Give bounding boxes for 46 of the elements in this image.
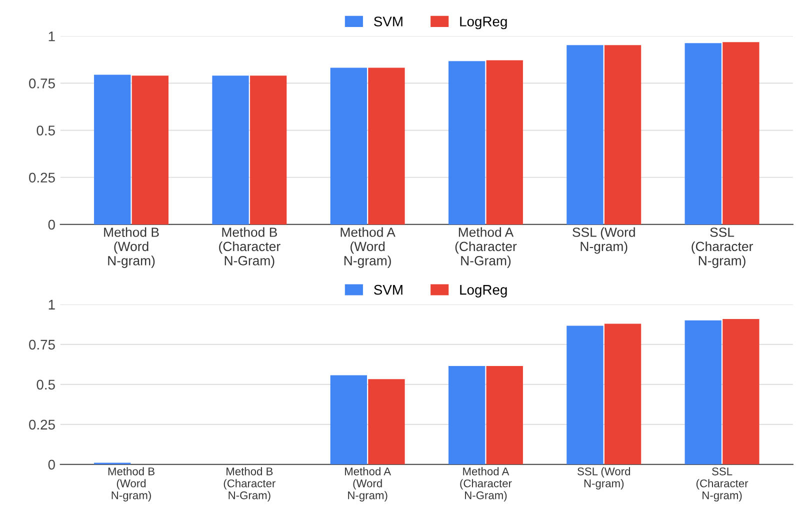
bar (368, 68, 405, 224)
y-tick-label: 0.25 (29, 172, 55, 183)
y-tick-label: 0.5 (36, 126, 55, 136)
bar (684, 43, 722, 224)
bar (330, 375, 368, 464)
y-tick-label: 0 (48, 460, 55, 470)
bar (604, 45, 642, 224)
bar (448, 61, 486, 224)
y-tick-label: 0.75 (29, 340, 55, 350)
bar (94, 74, 131, 224)
bar (212, 76, 249, 224)
y-tick-label: 0.25 (29, 420, 55, 430)
x-tick-label: Method A (Character N-Gram) (455, 227, 517, 268)
bar (566, 326, 604, 464)
bar (250, 76, 287, 224)
legend-label: LogReg (460, 16, 507, 30)
bar (368, 379, 405, 464)
bar (684, 320, 722, 464)
bar (566, 45, 604, 224)
bar (330, 68, 368, 224)
x-tick-label: SSL (Character N-gram) (692, 228, 753, 268)
x-tick-label: Method A (Word N-gram) (340, 227, 396, 268)
x-tick-label: Method A (Word N-gram) (345, 467, 392, 502)
x-tick-label: Method B (Character N-Gram) (224, 467, 276, 502)
y-tick-label: 0 (48, 220, 55, 230)
x-tick-label: Method B (Word N-gram) (108, 467, 154, 502)
x-tick-label: Method B (Word N-gram) (104, 227, 159, 268)
bar (722, 318, 760, 464)
bar (132, 76, 169, 224)
y-tick-label: 0.5 (36, 380, 55, 390)
bar (486, 366, 523, 464)
legend-label: LogReg (460, 285, 507, 298)
bar (722, 42, 760, 224)
x-tick-label: SSL (Word N-gram) (578, 467, 630, 490)
y-tick-label: 1 (48, 300, 55, 310)
bar (486, 60, 523, 224)
legend-label: SVM (374, 16, 402, 26)
y-tick-label: 0.75 (29, 78, 55, 88)
y-tick-label: 1 (48, 32, 55, 42)
x-tick-label: SSL (Word N-gram) (572, 227, 635, 254)
x-tick-label: Method A (Character N-Gram) (460, 467, 512, 502)
bar (604, 324, 642, 464)
x-tick-label: SSL (Character N-gram) (696, 467, 748, 502)
legend-label: SVM (374, 284, 402, 295)
x-tick-label: Method B (Character N-Gram) (219, 227, 280, 268)
bar (448, 366, 486, 464)
